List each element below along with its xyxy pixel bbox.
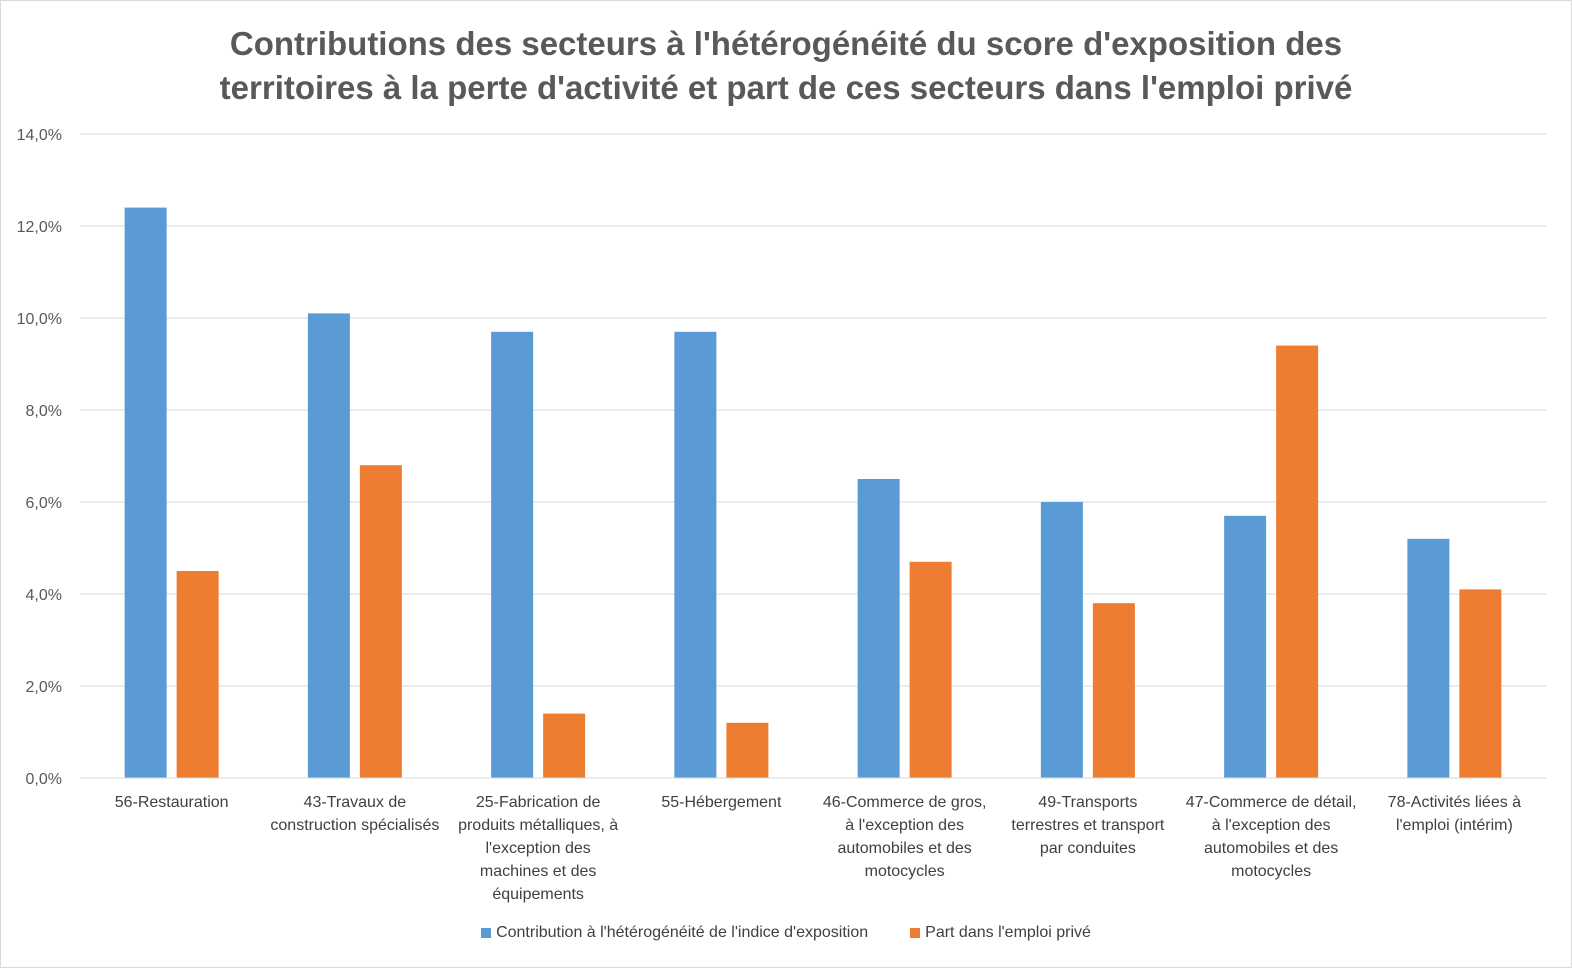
x-category-label: 56-Restauration <box>80 791 264 814</box>
legend-item-emploi: Part dans l'emploi privé <box>910 924 1091 942</box>
x-category-label-line: par conduites <box>1039 840 1136 857</box>
x-category-label-line: motocycles <box>864 863 945 880</box>
x-category-label-line: équipements <box>492 886 584 903</box>
x-category-label-line: machines et des <box>479 863 597 880</box>
bar-contribution <box>1224 515 1267 778</box>
bar-contribution <box>1407 538 1450 778</box>
chart-title: Contributions des secteurs à l'hétérogén… <box>0 22 1572 110</box>
x-category-label: 25-Fabrication de produits métalliques, à… <box>446 791 630 906</box>
x-category-label-line: 46-Commerce de gros, <box>822 794 987 811</box>
bar-contribution <box>1040 502 1083 778</box>
bar-contribution <box>857 479 900 778</box>
x-category-label-line: 43-Travaux de <box>303 794 407 811</box>
legend: Contribution à l'hétérogénéité de l'indi… <box>0 924 1572 942</box>
y-tick-label: 4,0% <box>26 587 62 604</box>
legend-swatch-emploi <box>910 928 921 938</box>
y-tick-label: 12,0% <box>17 219 62 236</box>
x-category-label: 46-Commerce de gros, à l'exception des aut… <box>813 791 997 883</box>
x-category-label: 78-Activités liées à l'emploi (intérim) <box>1362 791 1546 837</box>
legend-swatch-contribution <box>481 928 492 938</box>
x-category-label: 43-Travaux de construction spécialisés <box>263 791 447 837</box>
x-category-label-line: 56-Restauration <box>114 794 229 811</box>
bar-contribution <box>307 313 350 778</box>
x-category-label-line: 55-Hébergement <box>661 794 782 811</box>
y-tick-label: 14,0% <box>17 127 62 144</box>
bar-emploi <box>1459 589 1502 778</box>
y-tick-label: 8,0% <box>26 403 62 420</box>
x-category-label: 49-Transports terrestres et transport par … <box>996 791 1180 860</box>
bar-contribution <box>124 207 167 779</box>
legend-label-emploi: Part dans l'emploi privé <box>925 924 1091 941</box>
x-category-label-line: l'emploi (intérim) <box>1395 817 1513 834</box>
chart-title-line-1: Contributions des secteurs à l'hétérogén… <box>229 25 1343 62</box>
x-category-label: 47-Commerce de détail, à l'exception des a… <box>1179 791 1363 883</box>
x-category-label-line: produits métalliques, à <box>458 817 619 834</box>
x-category-label-line: 25-Fabrication de <box>475 794 601 811</box>
bar-emploi <box>1092 603 1135 778</box>
y-tick-label: 0,0% <box>26 771 62 788</box>
x-category-label-line: 78-Activités liées à <box>1387 794 1522 811</box>
bar-emploi <box>726 722 769 778</box>
x-category-label-line: automobiles et des <box>837 840 972 857</box>
bar-emploi <box>543 713 586 778</box>
bar-contribution <box>674 331 717 778</box>
x-category-label: 55-Hébergement <box>629 791 813 814</box>
x-category-label-line: 47-Commerce de détail, <box>1185 794 1357 811</box>
y-tick-label: 2,0% <box>26 679 62 696</box>
y-tick-label: 6,0% <box>26 495 62 512</box>
bar-emploi <box>359 465 402 778</box>
bar-emploi <box>1276 345 1319 778</box>
x-category-label-line: construction spécialisés <box>270 817 440 834</box>
legend-label-contribution: Contribution à l'hétérogénéité de l'indi… <box>496 924 869 941</box>
x-category-label-line: à l'exception des <box>845 817 964 834</box>
legend-item-contribution: Contribution à l'hétérogénéité de l'indi… <box>481 924 868 942</box>
x-category-label-line: l'exception des <box>485 840 591 857</box>
x-category-label-line: à l'exception des <box>1211 817 1331 834</box>
x-category-label-line: 49-Transports <box>1038 794 1138 811</box>
bar-contribution <box>491 331 534 778</box>
y-tick-label: 10,0% <box>17 311 62 328</box>
chart-title-line-2: territoires à la perte d'activité et par… <box>219 69 1353 106</box>
x-category-label-line: motocycles <box>1231 863 1312 880</box>
x-category-label-line: automobiles et des <box>1203 840 1339 857</box>
x-category-label-line: terrestres et transport <box>1011 817 1165 834</box>
bar-emploi <box>909 561 952 778</box>
bar-emploi <box>176 571 219 778</box>
